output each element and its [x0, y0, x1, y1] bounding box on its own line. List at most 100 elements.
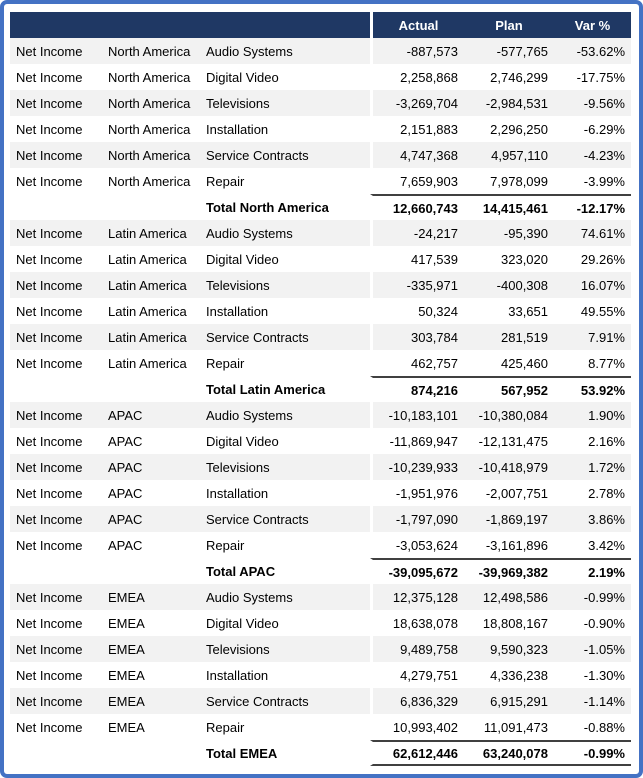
- cell-measure: Net Income: [10, 272, 102, 298]
- cell-plan: 4,957,110: [464, 142, 554, 168]
- header-plan: Plan: [464, 12, 554, 38]
- cell-measure: Net Income: [10, 480, 102, 506]
- table-row: Net Income APAC Audio Systems -10,183,101 -1…: [10, 402, 631, 428]
- cell-plan: 323,020: [464, 246, 554, 272]
- cell-region: North America: [102, 116, 200, 142]
- cell-measure: Net Income: [10, 688, 102, 714]
- total-row: Total Latin America 874,216 567,952 53.92%: [10, 376, 631, 402]
- cell-measure-blank: [10, 194, 102, 220]
- cell-product: Installation: [200, 480, 370, 506]
- cell-plan: 6,915,291: [464, 688, 554, 714]
- cell-var-pct: -4.23%: [554, 142, 631, 168]
- table-row: Net Income APAC Digital Video -11,869,947 -1…: [10, 428, 631, 454]
- cell-var-pct: -53.62%: [554, 38, 631, 64]
- cell-plan: 2,296,250: [464, 116, 554, 142]
- cell-var-pct: -17.75%: [554, 64, 631, 90]
- cell-total-label: Total APAC: [200, 558, 370, 584]
- cell-region: APAC: [102, 480, 200, 506]
- cell-product: Installation: [200, 116, 370, 142]
- cell-actual: 2,258,868: [370, 64, 464, 90]
- cell-plan: -10,418,979: [464, 454, 554, 480]
- cell-actual: 10,993,402: [370, 714, 464, 740]
- header-row: Actual Plan Var %: [10, 12, 631, 38]
- cell-product: Audio Systems: [200, 220, 370, 246]
- cell-region: North America: [102, 38, 200, 64]
- cell-total-plan: 567,952: [464, 376, 554, 402]
- cell-var-pct: -1.30%: [554, 662, 631, 688]
- table-row: Net Income Latin America Installation 50,32…: [10, 298, 631, 324]
- cell-region: EMEA: [102, 688, 200, 714]
- cell-plan: -10,380,084: [464, 402, 554, 428]
- table-row: Net Income North America Digital Video 2,25…: [10, 64, 631, 90]
- table-row: Net Income North America Audio Systems -887…: [10, 38, 631, 64]
- cell-var-pct: 74.61%: [554, 220, 631, 246]
- cell-total-plan: 14,415,461: [464, 194, 554, 220]
- cell-total-actual: 874,216: [370, 376, 464, 402]
- cell-var-pct: 49.55%: [554, 298, 631, 324]
- cell-product: Televisions: [200, 90, 370, 116]
- cell-var-pct: -9.56%: [554, 90, 631, 116]
- header-product-blank: [200, 12, 370, 38]
- cell-measure-blank: [10, 558, 102, 584]
- cell-region: Latin America: [102, 272, 200, 298]
- cell-var-pct: -6.29%: [554, 116, 631, 142]
- cell-plan: -2,984,531: [464, 90, 554, 116]
- cell-measure: Net Income: [10, 64, 102, 90]
- cell-actual: -3,269,704: [370, 90, 464, 116]
- cell-var-pct: -0.99%: [554, 584, 631, 610]
- table-row: Net Income APAC Service Contracts -1,797,09…: [10, 506, 631, 532]
- cell-plan: 9,590,323: [464, 636, 554, 662]
- cell-actual: 462,757: [370, 350, 464, 376]
- cell-plan: 281,519: [464, 324, 554, 350]
- cell-total-label: Total Latin America: [200, 376, 370, 402]
- table-row: Net Income EMEA Installation 4,279,751 4,336…: [10, 662, 631, 688]
- cell-actual: 303,784: [370, 324, 464, 350]
- cell-measure: Net Income: [10, 402, 102, 428]
- cell-product: Installation: [200, 298, 370, 324]
- cell-region: EMEA: [102, 662, 200, 688]
- total-row: Total APAC -39,095,672 -39,969,382 2.19%: [10, 558, 631, 584]
- table-row: Net Income APAC Installation -1,951,976 -2,0…: [10, 480, 631, 506]
- cell-product: Televisions: [200, 636, 370, 662]
- table-row: Net Income APAC Televisions -10,239,933 -10,…: [10, 454, 631, 480]
- table-row: Net Income Latin America Service Contracts…: [10, 324, 631, 350]
- cell-total-actual: -39,095,672: [370, 558, 464, 584]
- cell-product: Service Contracts: [200, 142, 370, 168]
- cell-var-pct: 2.78%: [554, 480, 631, 506]
- cell-measure: Net Income: [10, 142, 102, 168]
- table-row: Net Income Latin America Repair 462,757 425,…: [10, 350, 631, 376]
- cell-region: Latin America: [102, 350, 200, 376]
- cell-region: EMEA: [102, 714, 200, 740]
- cell-measure: Net Income: [10, 168, 102, 194]
- cell-product: Digital Video: [200, 610, 370, 636]
- cell-actual: -24,217: [370, 220, 464, 246]
- cell-plan: 425,460: [464, 350, 554, 376]
- cell-actual: 4,747,368: [370, 142, 464, 168]
- cell-region: Latin America: [102, 298, 200, 324]
- cell-product: Digital Video: [200, 428, 370, 454]
- cell-actual: 7,659,903: [370, 168, 464, 194]
- cell-actual: -10,183,101: [370, 402, 464, 428]
- cell-actual: 9,489,758: [370, 636, 464, 662]
- cell-total-var-pct: -12.17%: [554, 194, 631, 220]
- cell-product: Audio Systems: [200, 584, 370, 610]
- cell-product: Audio Systems: [200, 38, 370, 64]
- cell-plan: -400,308: [464, 272, 554, 298]
- cell-region: EMEA: [102, 610, 200, 636]
- cell-region: North America: [102, 142, 200, 168]
- cell-measure: Net Income: [10, 532, 102, 558]
- cell-measure: Net Income: [10, 324, 102, 350]
- header-region-blank: [102, 12, 200, 38]
- cell-var-pct: -3.99%: [554, 168, 631, 194]
- cell-product: Televisions: [200, 272, 370, 298]
- cell-var-pct: -0.88%: [554, 714, 631, 740]
- cell-var-pct: 7.91%: [554, 324, 631, 350]
- cell-actual: 50,324: [370, 298, 464, 324]
- table-body: Net Income North America Audio Systems -887…: [10, 38, 631, 766]
- cell-region-blank: [102, 558, 200, 584]
- cell-plan: -3,161,896: [464, 532, 554, 558]
- cell-product: Digital Video: [200, 64, 370, 90]
- cell-plan: 7,978,099: [464, 168, 554, 194]
- cell-plan: 2,746,299: [464, 64, 554, 90]
